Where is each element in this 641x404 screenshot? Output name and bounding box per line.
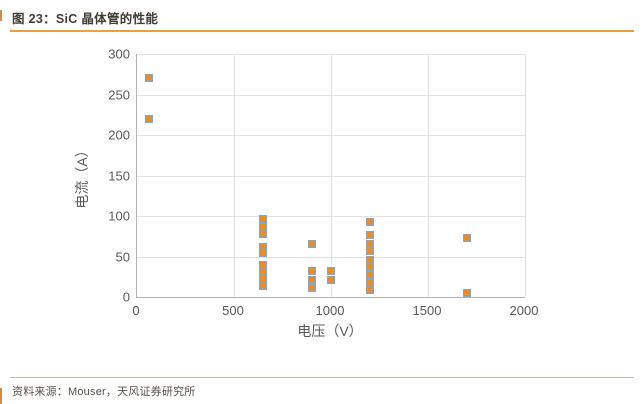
data-point (259, 229, 268, 238)
v-gridline (234, 54, 235, 297)
x-tick-label: 500 (222, 303, 244, 318)
page-edge-mark (0, 10, 2, 21)
x-tick-label: 1500 (412, 303, 442, 318)
data-point (365, 271, 374, 280)
x-tick-label: 0 (132, 303, 140, 318)
data-point (307, 284, 316, 293)
data-point (307, 275, 316, 284)
data-point (462, 233, 471, 242)
data-point (365, 231, 374, 240)
data-point (365, 217, 374, 226)
footer-divider (10, 377, 634, 378)
plot-area (136, 54, 526, 298)
y-tick-label: 250 (108, 87, 130, 102)
data-point (144, 74, 153, 83)
data-point (365, 246, 374, 255)
data-point (462, 288, 471, 297)
data-point (307, 240, 316, 249)
y-tick-label: 150 (108, 168, 130, 183)
data-point (365, 263, 374, 272)
x-tick-label: 2000 (509, 303, 539, 318)
y-tick-label: 200 (108, 127, 130, 143)
data-point (365, 285, 374, 294)
y-tick-label: 300 (108, 46, 130, 62)
data-point (259, 282, 268, 291)
source-note: 资料来源：Mouser，天风证券研究所 (12, 386, 196, 398)
data-point (259, 249, 268, 258)
data-point (144, 114, 153, 123)
x-axis-title: 电压（V） (297, 323, 363, 339)
y-tick-label: 0 (122, 289, 130, 305)
y-tick-label: 50 (115, 249, 130, 264)
y-tick-label: 100 (108, 208, 130, 224)
data-point (327, 275, 335, 284)
figure-title: 图 23：SiC 晶体管的性能 (12, 12, 159, 26)
x-tick-label: 1000 (315, 303, 345, 318)
data-point (307, 267, 316, 276)
data-point (327, 267, 335, 276)
v-gridline (331, 54, 332, 297)
page-edge-mark (0, 388, 2, 404)
v-gridline (428, 54, 429, 297)
v-gridline (525, 54, 526, 297)
title-underline-rule (10, 30, 634, 32)
y-axis-title: 电流（A） (74, 143, 90, 209)
